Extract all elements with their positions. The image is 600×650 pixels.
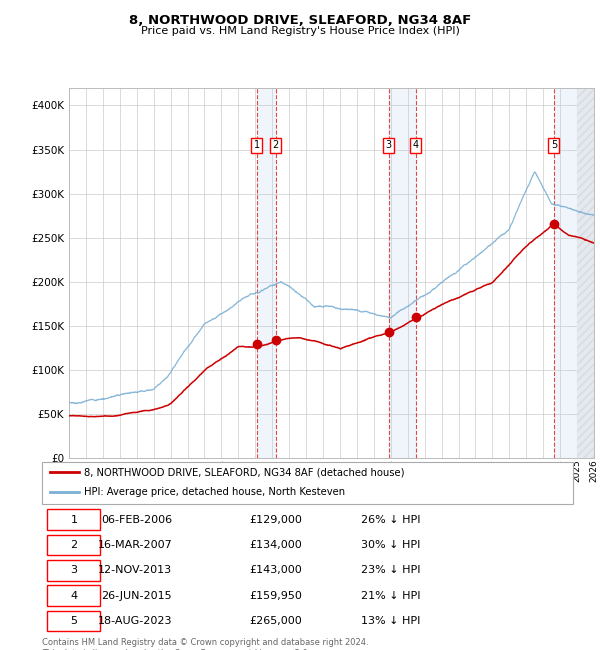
FancyBboxPatch shape [47, 611, 100, 631]
Text: 5: 5 [551, 140, 557, 150]
Text: Price paid vs. HM Land Registry's House Price Index (HPI): Price paid vs. HM Land Registry's House … [140, 26, 460, 36]
Text: 16-MAR-2007: 16-MAR-2007 [97, 540, 172, 550]
Text: 18-AUG-2023: 18-AUG-2023 [98, 616, 172, 626]
Text: 8, NORTHWOOD DRIVE, SLEAFORD, NG34 8AF: 8, NORTHWOOD DRIVE, SLEAFORD, NG34 8AF [129, 14, 471, 27]
Text: 3: 3 [70, 566, 77, 575]
Text: Contains HM Land Registry data © Crown copyright and database right 2024.
This d: Contains HM Land Registry data © Crown c… [42, 638, 368, 650]
Text: 4: 4 [70, 591, 77, 601]
FancyBboxPatch shape [47, 586, 100, 606]
Text: 13% ↓ HPI: 13% ↓ HPI [361, 616, 420, 626]
Bar [554, 88, 594, 458]
Text: 21% ↓ HPI: 21% ↓ HPI [361, 591, 420, 601]
Text: 8, NORTHWOOD DRIVE, SLEAFORD, NG34 8AF (detached house): 8, NORTHWOOD DRIVE, SLEAFORD, NG34 8AF (… [85, 467, 405, 477]
Text: 26% ↓ HPI: 26% ↓ HPI [361, 515, 420, 525]
Bar [257, 88, 275, 458]
Text: 5: 5 [70, 616, 77, 626]
Text: £159,950: £159,950 [249, 591, 302, 601]
Text: £134,000: £134,000 [249, 540, 302, 550]
Text: 12-NOV-2013: 12-NOV-2013 [98, 566, 172, 575]
Bar [389, 88, 416, 458]
FancyBboxPatch shape [47, 560, 100, 580]
Text: 23% ↓ HPI: 23% ↓ HPI [361, 566, 420, 575]
Text: 4: 4 [413, 140, 419, 150]
FancyBboxPatch shape [47, 510, 100, 530]
Text: HPI: Average price, detached house, North Kesteven: HPI: Average price, detached house, Nort… [85, 488, 346, 497]
Text: 06-FEB-2006: 06-FEB-2006 [101, 515, 172, 525]
Text: 2: 2 [272, 140, 279, 150]
Bar [577, 88, 594, 458]
FancyBboxPatch shape [47, 535, 100, 555]
Text: 2: 2 [70, 540, 77, 550]
Bar [577, 88, 594, 458]
Text: 1: 1 [254, 140, 260, 150]
Text: 1: 1 [70, 515, 77, 525]
Text: 26-JUN-2015: 26-JUN-2015 [101, 591, 172, 601]
Text: £265,000: £265,000 [249, 616, 302, 626]
Text: £143,000: £143,000 [249, 566, 302, 575]
Text: 3: 3 [386, 140, 392, 150]
Text: £129,000: £129,000 [249, 515, 302, 525]
Text: 30% ↓ HPI: 30% ↓ HPI [361, 540, 420, 550]
